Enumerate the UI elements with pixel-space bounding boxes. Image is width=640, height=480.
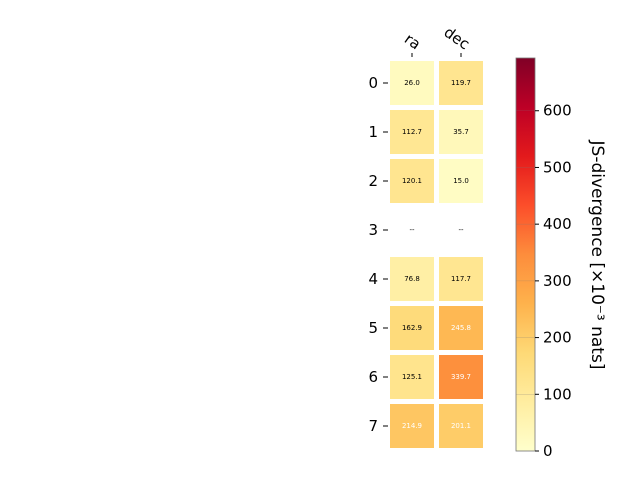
cell-value-label: 119.7 (451, 79, 471, 87)
y-tick-label: 4 (368, 270, 378, 288)
heatmap-cell (389, 158, 435, 204)
y-tick-label: 3 (368, 221, 378, 239)
y-tick-label: 0 (368, 74, 378, 92)
heatmap-cell (438, 109, 484, 155)
cell-value-label: 162.9 (402, 324, 422, 332)
heatmap-cell (389, 305, 435, 351)
heatmap-cell (438, 60, 484, 106)
cell-value-label: 201.1 (451, 422, 471, 430)
heatmap-grid: 26.0 119.7 112.7 35.7 120.1 15.0 -- -- 76.8 117.7… (389, 60, 484, 449)
y-tick-label: 6 (368, 368, 378, 386)
heatmap-cell (389, 109, 435, 155)
cell-value-label: -- (409, 226, 415, 234)
cell-value-label: 125.1 (402, 373, 422, 381)
cell-value-label: 76.8 (404, 275, 420, 283)
x-tick-label: ra (401, 30, 424, 54)
heatmap-cell (389, 354, 435, 400)
y-tick-label: 7 (368, 417, 378, 435)
colorbar-label: JS-divergence [×10⁻³ nats] (587, 140, 607, 370)
cell-value-label: 117.7 (451, 275, 471, 283)
heatmap-cell (389, 60, 435, 106)
cell-value-label: 26.0 (404, 79, 420, 87)
heatmap-cell (438, 354, 484, 400)
cell-value-label: 35.7 (453, 128, 469, 136)
heatmap-cell (438, 403, 484, 449)
cell-value-label: 339.7 (451, 373, 471, 381)
colorbar-tick-label: 0 (543, 442, 553, 460)
cell-value-label: 112.7 (402, 128, 422, 136)
colorbar-tick-label: 400 (543, 215, 572, 233)
x-axis-ticks: ra dec (401, 23, 473, 57)
cell-value-label: 120.1 (402, 177, 422, 185)
colorbar: 0 100 200 300 400 500 600 JS-divergence [×10⁻³ … (515, 57, 607, 460)
y-axis-ticks: 0 1 2 3 4 5 6 7 (368, 74, 388, 435)
colorbar-gradient (515, 57, 536, 452)
heatmap-cell (438, 305, 484, 351)
cell-value-label: 245.8 (451, 324, 471, 332)
colorbar-tick-label: 200 (543, 329, 572, 347)
heatmap-cell (438, 256, 484, 302)
colorbar-tick-label: 300 (543, 272, 572, 290)
heatmap-cell (389, 256, 435, 302)
heatmap-cell (438, 158, 484, 204)
y-tick-label: 1 (368, 123, 378, 141)
colorbar-tick-label: 500 (543, 158, 572, 176)
cell-value-label: 15.0 (453, 177, 469, 185)
heatmap-cell (389, 403, 435, 449)
cell-value-label: 214.9 (402, 422, 422, 430)
x-tick-label: dec (441, 23, 473, 53)
y-tick-label: 5 (368, 319, 378, 337)
y-tick-label: 2 (368, 172, 378, 190)
colorbar-tick-label: 100 (543, 385, 572, 403)
colorbar-tick-label: 600 (543, 102, 572, 120)
cell-value-label: -- (458, 226, 464, 234)
